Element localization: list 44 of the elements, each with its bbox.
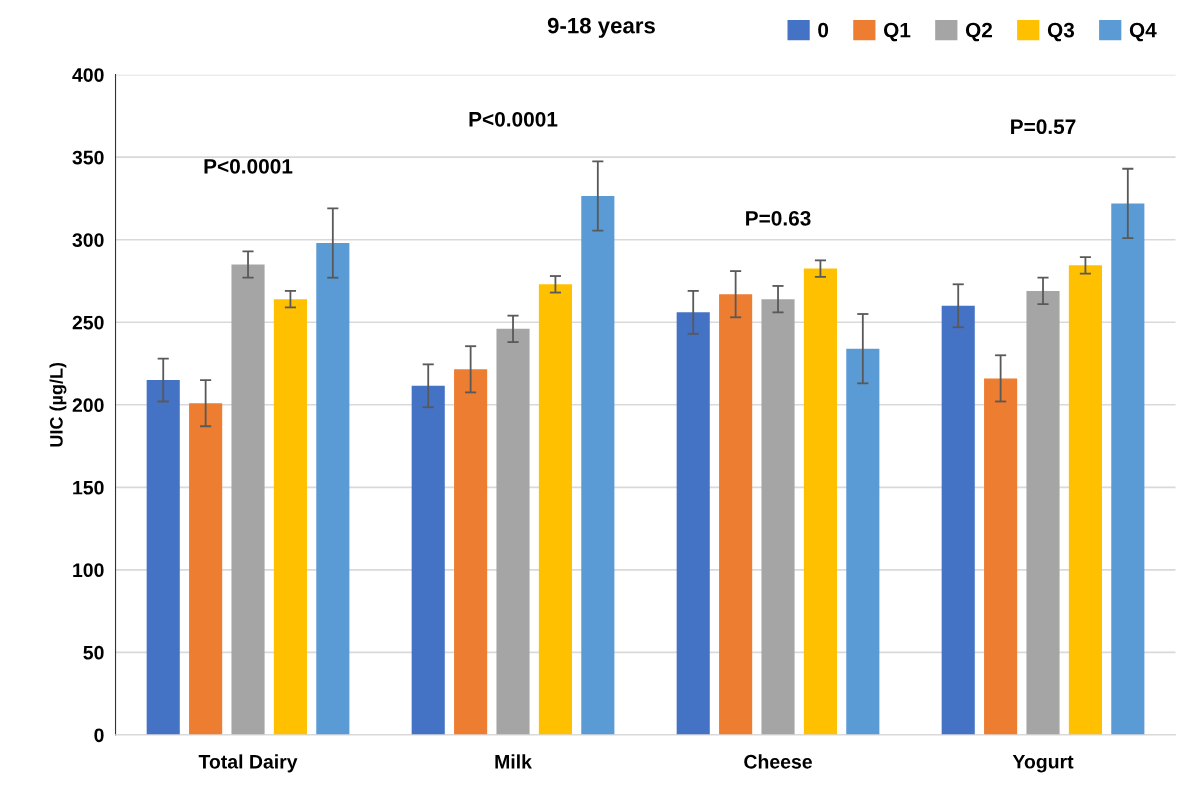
legend-label: Q1 <box>883 22 911 42</box>
annotation: P=0.57 <box>1011 119 1076 135</box>
bar <box>538 284 572 735</box>
annotation: P<0.0001 <box>469 111 558 127</box>
bar <box>581 195 615 735</box>
y-tick-label: 250 <box>72 315 104 330</box>
bar <box>803 268 837 735</box>
y-tick-label: 100 <box>73 563 104 578</box>
bar <box>719 294 753 735</box>
bar <box>496 328 530 735</box>
bar <box>676 312 710 735</box>
bar <box>761 299 795 735</box>
annotation: P=0.63 <box>746 210 811 226</box>
bar <box>454 369 488 735</box>
bar <box>411 385 445 735</box>
x-tick-label: Milk <box>495 754 532 769</box>
annotation: P<0.0001 <box>204 158 293 174</box>
bar <box>146 380 180 735</box>
y-axis-title: UIC (µg/L) <box>49 362 67 447</box>
bar <box>273 299 307 735</box>
y-tick-label: 150 <box>73 480 104 495</box>
bar <box>189 403 223 735</box>
bar <box>1111 203 1145 735</box>
bar <box>1026 290 1060 735</box>
bar <box>984 378 1018 735</box>
y-tick-label: 350 <box>72 150 104 165</box>
legend-label: Q3 <box>1047 22 1075 42</box>
y-tick-label: 300 <box>72 233 104 247</box>
legend-label: Q4 <box>1129 22 1157 42</box>
bar <box>316 243 350 735</box>
legend-label: 0 <box>818 22 829 38</box>
y-tick-label: 0 <box>94 728 104 743</box>
x-tick-label: Cheese <box>744 754 812 769</box>
y-tick-label: 50 <box>83 645 104 660</box>
bar <box>846 348 880 735</box>
legend-label: Q2 <box>965 22 993 42</box>
bar <box>941 305 975 735</box>
chart-title: 9-18 years <box>547 17 655 38</box>
y-tick-label: 400 <box>72 68 104 82</box>
x-tick-label: Total Dairy <box>198 754 298 773</box>
bar <box>231 264 265 735</box>
bar <box>1068 265 1102 735</box>
x-tick-label: Yogurt <box>1012 754 1074 773</box>
y-tick-label: 200 <box>72 398 104 413</box>
